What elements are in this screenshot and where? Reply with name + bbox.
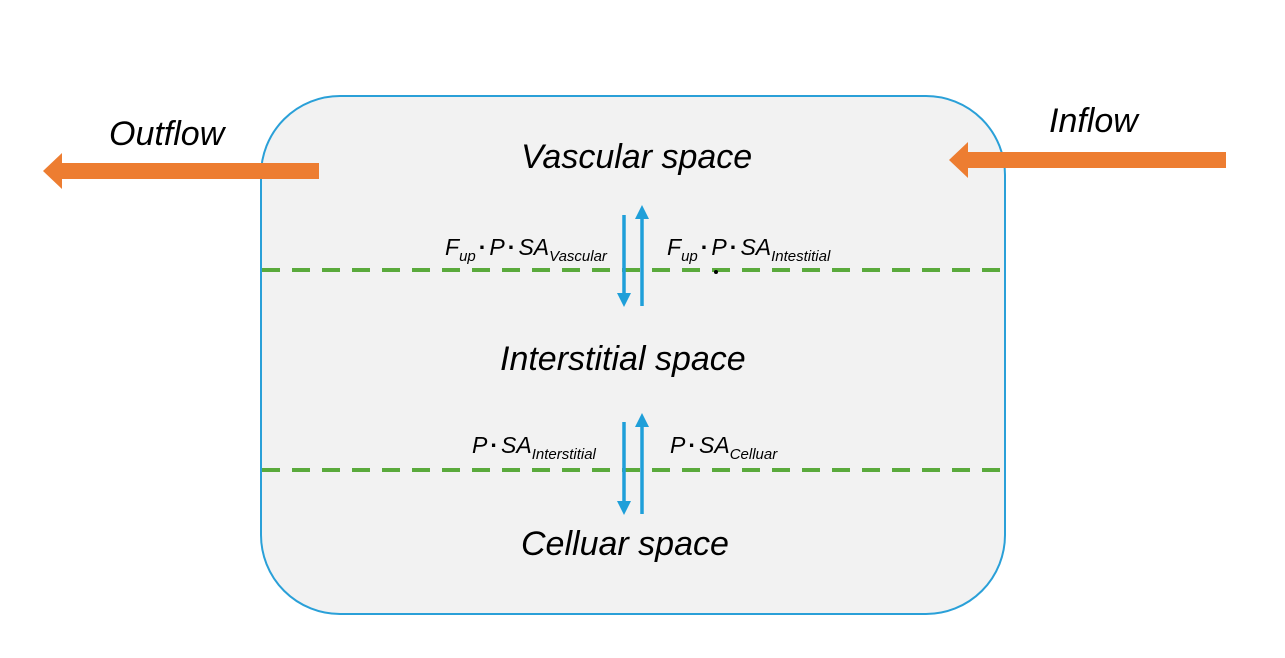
interstitial-to-cellular-arrow bbox=[617, 422, 631, 515]
outflow-arrow bbox=[43, 153, 319, 189]
inflow-arrow bbox=[949, 142, 1226, 178]
stray-dot bbox=[714, 270, 718, 274]
interstitial-to-cellular-formula: P · SAInterstitial bbox=[472, 432, 596, 463]
interstitial-to-vascular-arrow bbox=[635, 205, 649, 306]
cellular-to-interstitial-formula: P · SACelluar bbox=[670, 432, 778, 463]
inflow-label: Inflow bbox=[1049, 102, 1138, 140]
interstitial-to-vascular-formula: Fup · P · SAIntestitial bbox=[667, 234, 831, 265]
interstitial-space-label: Interstitial space bbox=[500, 340, 746, 378]
cellular-to-interstitial-arrow bbox=[635, 413, 649, 514]
vascular-to-interstitial-formula: Fup · P · SAVascular bbox=[445, 234, 607, 265]
outflow-label: Outflow bbox=[109, 115, 225, 153]
cellular-space-label: Celluar space bbox=[521, 525, 729, 563]
vascular-space-label: Vascular space bbox=[521, 138, 753, 176]
tissue-compartment bbox=[260, 95, 1006, 615]
vascular-to-interstitial-arrow bbox=[617, 215, 631, 307]
